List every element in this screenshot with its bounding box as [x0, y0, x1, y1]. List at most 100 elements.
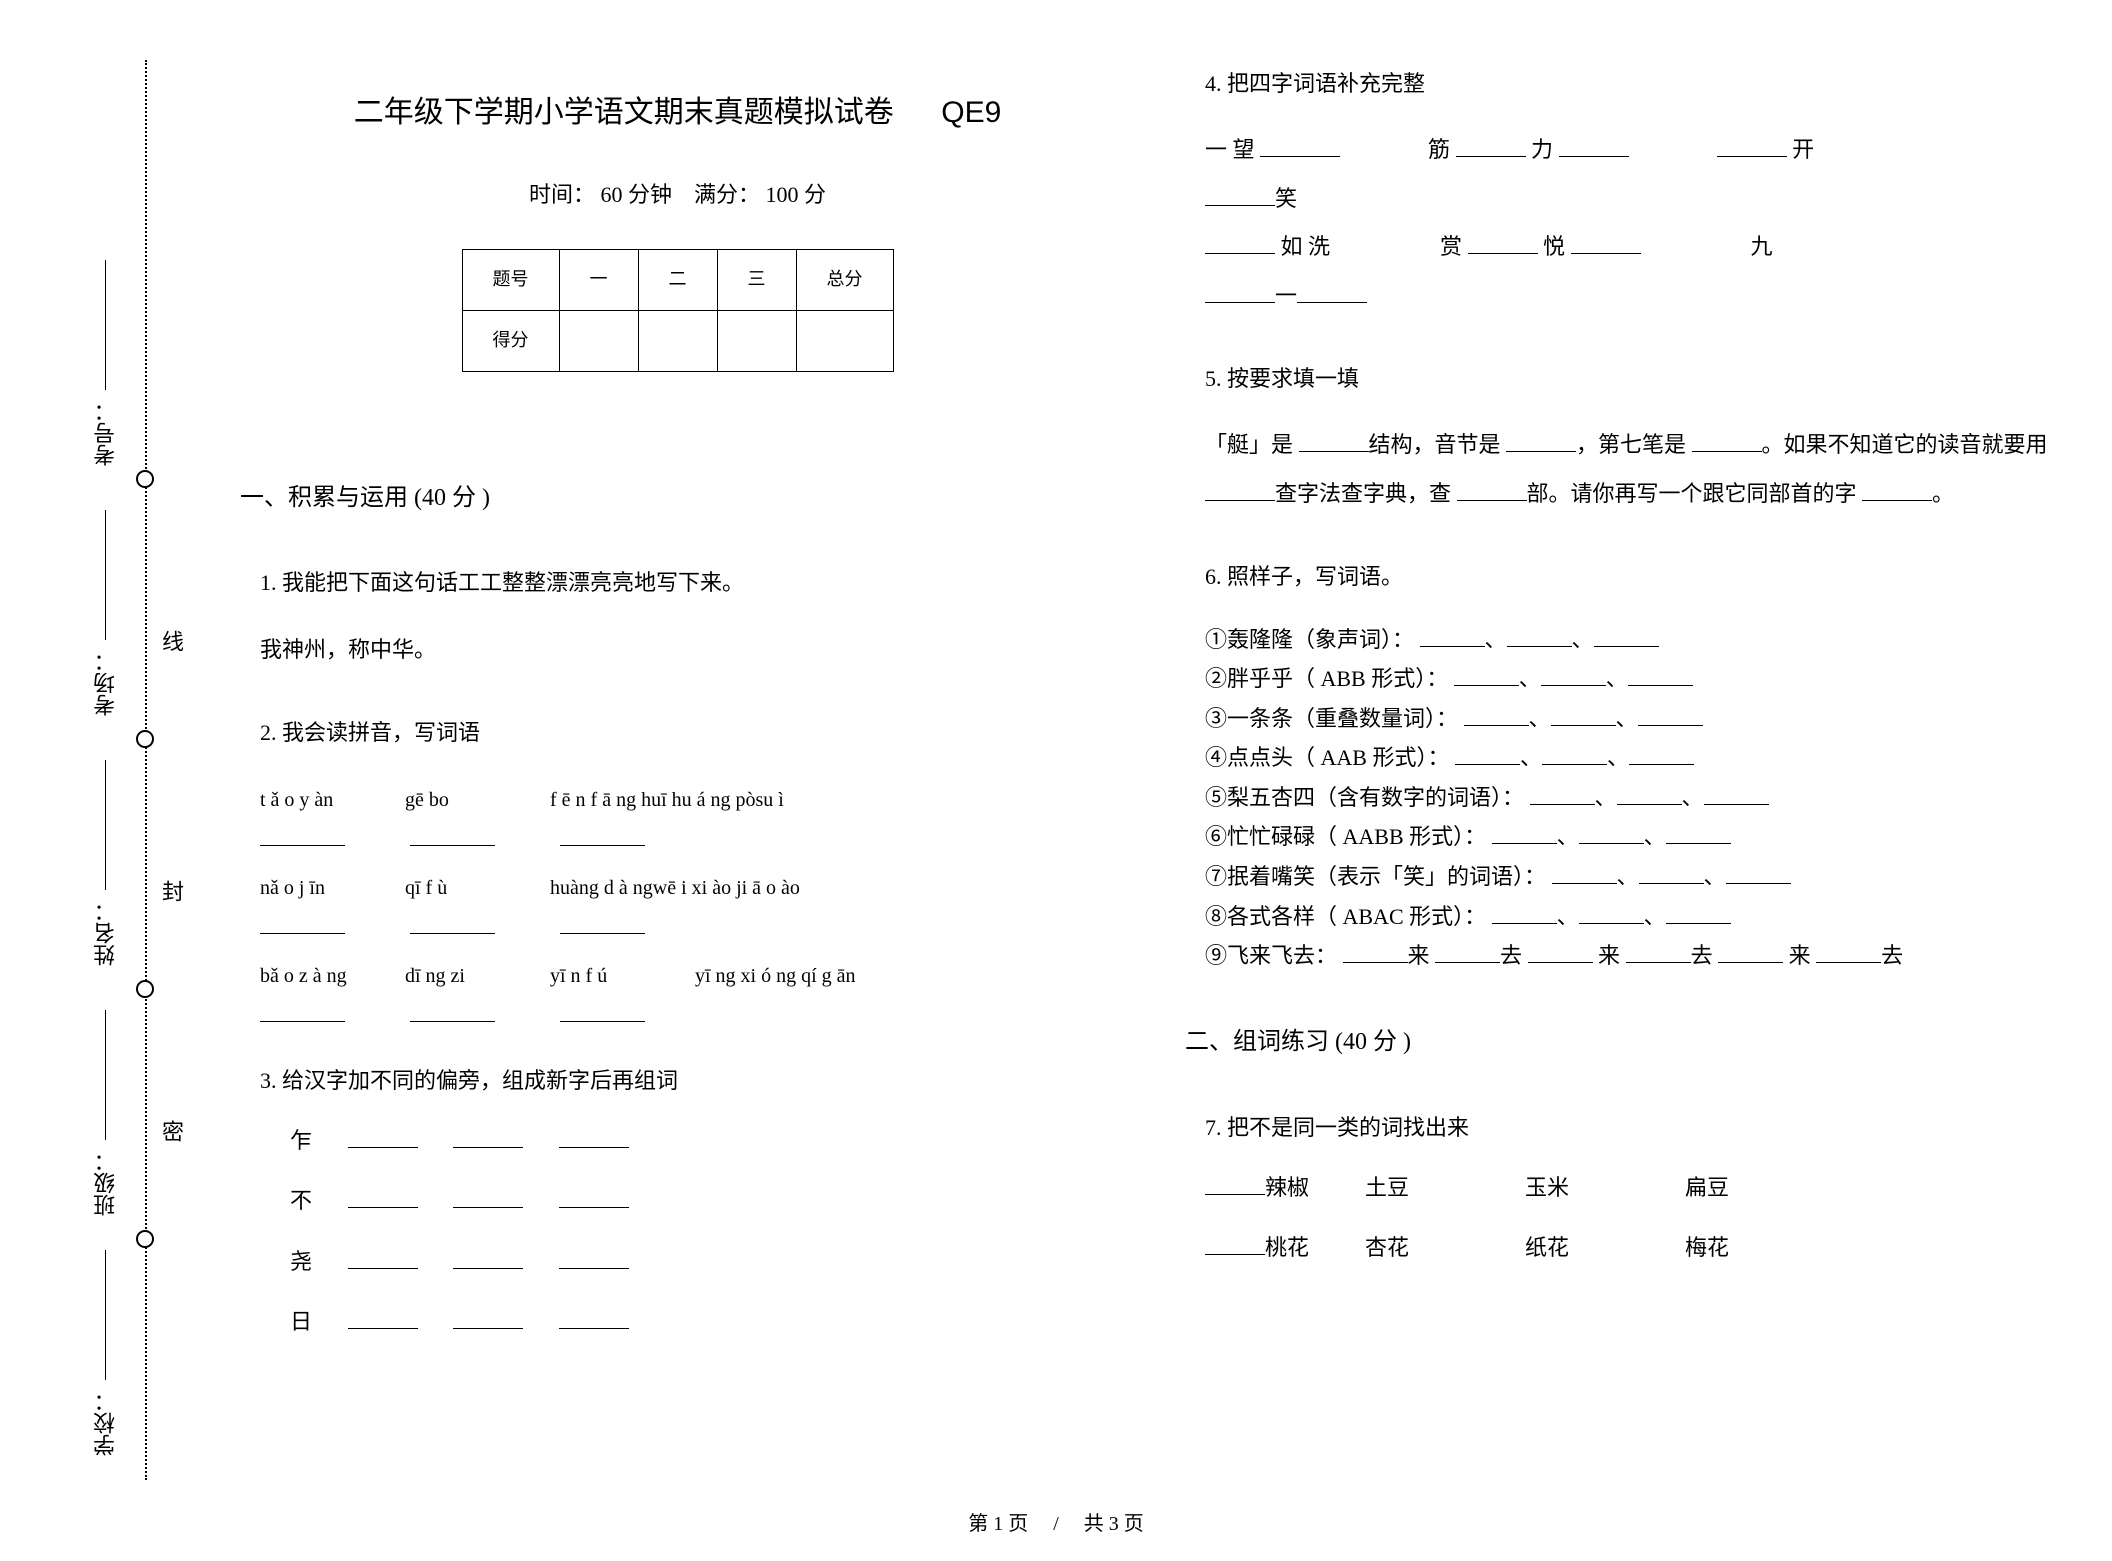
answer-blank[interactable]: [1455, 743, 1520, 765]
answer-blank[interactable]: [1435, 941, 1500, 963]
answer-blank[interactable]: [348, 1307, 418, 1329]
q6-text-fragment: ⑥忙忙碌碌（ AABB 形式）：: [1205, 824, 1492, 849]
pinyin-cell: qī f ù: [405, 866, 545, 910]
answer-blank[interactable]: [410, 824, 495, 846]
q4-text-fragment: 力: [1526, 137, 1559, 162]
answer-blank[interactable]: [1726, 862, 1791, 884]
answer-blank[interactable]: [560, 912, 645, 934]
answer-blank[interactable]: [1541, 664, 1606, 686]
q6-text-fragment: 、: [1485, 627, 1507, 652]
score-row-label: 得分: [462, 310, 559, 371]
q6-text-fragment: 来: [1783, 943, 1816, 968]
answer-blank[interactable]: [1639, 862, 1704, 884]
binding-underline-school: [105, 1250, 106, 1380]
answer-blank[interactable]: [453, 1126, 523, 1148]
answer-blank[interactable]: [1260, 135, 1340, 157]
answer-blank[interactable]: [1468, 232, 1538, 254]
answer-blank[interactable]: [1205, 479, 1275, 501]
answer-blank[interactable]: [1542, 743, 1607, 765]
answer-blank[interactable]: [1666, 902, 1731, 924]
answer-blank[interactable]: [1297, 281, 1367, 303]
answer-blank[interactable]: [1862, 479, 1932, 501]
answer-blank[interactable]: [1456, 135, 1526, 157]
answer-blank[interactable]: [1704, 783, 1769, 805]
answer-blank[interactable]: [1205, 232, 1275, 254]
answer-blank[interactable]: [1666, 822, 1731, 844]
answer-blank[interactable]: [348, 1126, 418, 1148]
q6-text-fragment: ③一条条（重叠数量词）：: [1205, 706, 1464, 731]
q6-text-fragment: 、: [1520, 745, 1542, 770]
answer-blank[interactable]: [1717, 135, 1787, 157]
answer-blank[interactable]: [559, 1247, 629, 1269]
score-cell[interactable]: [796, 310, 893, 371]
answer-blank[interactable]: [559, 1307, 629, 1329]
q7-word-cell: 桃花: [1205, 1224, 1325, 1272]
answer-blank[interactable]: [1579, 902, 1644, 924]
pinyin-row: nǎ o j īn qī f ù huàng d à ngwē i xi ào …: [240, 866, 1115, 910]
score-cell[interactable]: [717, 310, 796, 371]
q4-body: 一 望 筋 力 开笑 如 洗 赏 悦 九一: [1185, 126, 2060, 320]
answer-blank[interactable]: [1454, 664, 1519, 686]
answer-blank[interactable]: [1579, 822, 1644, 844]
q7-body: 辣椒土豆玉米扁豆桃花杏花纸花梅花: [1185, 1164, 2060, 1273]
q6-text-fragment: 、: [1606, 666, 1628, 691]
answer-blank[interactable]: [348, 1186, 418, 1208]
answer-blank[interactable]: [1420, 625, 1485, 647]
q4-stem: 4. 把四字词语补充完整: [1185, 60, 2060, 108]
answer-blank[interactable]: [560, 824, 645, 846]
answer-blank[interactable]: [1464, 704, 1529, 726]
q5-body: 「艇」是 结构，音节是 ，第七笔是 。如果不知道它的读音就要用 查字法查字典，查…: [1185, 421, 2060, 518]
answer-blank[interactable]: [1492, 902, 1557, 924]
answer-blank[interactable]: [1617, 783, 1682, 805]
q7-word-cell: 玉米: [1525, 1164, 1645, 1212]
answer-blank[interactable]: [1506, 430, 1576, 452]
answer-blank[interactable]: [1692, 430, 1762, 452]
answer-blank[interactable]: [1571, 232, 1641, 254]
answer-blank[interactable]: [1205, 1173, 1265, 1195]
q5-text-fragment: 部。请你再写一个跟它同部首的字: [1527, 481, 1863, 506]
answer-blank[interactable]: [1552, 862, 1617, 884]
answer-blank[interactable]: [1551, 704, 1616, 726]
answer-blank[interactable]: [453, 1186, 523, 1208]
answer-blank[interactable]: [1718, 941, 1783, 963]
answer-blank[interactable]: [1816, 941, 1881, 963]
answer-blank[interactable]: [260, 912, 345, 934]
answer-blank[interactable]: [1507, 625, 1572, 647]
answer-blank[interactable]: [1343, 941, 1408, 963]
answer-blank[interactable]: [1528, 941, 1593, 963]
answer-blank[interactable]: [560, 1000, 645, 1022]
answer-blank[interactable]: [410, 1000, 495, 1022]
q6-text-fragment: 、: [1557, 904, 1579, 929]
answer-blank[interactable]: [1205, 1233, 1265, 1255]
answer-blank[interactable]: [453, 1247, 523, 1269]
content-area: 二年级下学期小学语文期末真题模拟试卷 QE9 时间： 60 分钟 满分： 100…: [240, 60, 2060, 1480]
q4-text-fragment: 开: [1787, 137, 1815, 162]
answer-blank[interactable]: [1457, 479, 1527, 501]
answer-blank[interactable]: [348, 1247, 418, 1269]
answer-blank[interactable]: [1299, 430, 1369, 452]
answer-blank[interactable]: [1594, 625, 1659, 647]
answer-blank[interactable]: [1626, 941, 1691, 963]
score-cell[interactable]: [559, 310, 638, 371]
q6-text-fragment: ④点点头（ AAB 形式）：: [1205, 745, 1455, 770]
answer-blank[interactable]: [1530, 783, 1595, 805]
answer-blank-row: [240, 912, 1115, 934]
answer-blank[interactable]: [453, 1307, 523, 1329]
answer-blank[interactable]: [1559, 135, 1629, 157]
answer-blank[interactable]: [1205, 184, 1275, 206]
answer-blank[interactable]: [559, 1186, 629, 1208]
answer-blank[interactable]: [260, 1000, 345, 1022]
answer-blank[interactable]: [260, 824, 345, 846]
answer-blank[interactable]: [1629, 743, 1694, 765]
answer-blank[interactable]: [1628, 664, 1693, 686]
answer-blank[interactable]: [1638, 704, 1703, 726]
answer-blank[interactable]: [410, 912, 495, 934]
answer-blank[interactable]: [559, 1126, 629, 1148]
answer-blank[interactable]: [1205, 281, 1275, 303]
score-cell[interactable]: [638, 310, 717, 371]
pinyin-cell: nǎ o j īn: [260, 866, 400, 910]
q5-stem: 5. 按要求填一填: [1185, 355, 2060, 403]
q7-word-cell: 土豆: [1365, 1164, 1485, 1212]
q5-text-fragment: 。如果不知道它的读音就要用: [1762, 432, 2048, 457]
answer-blank[interactable]: [1492, 822, 1557, 844]
